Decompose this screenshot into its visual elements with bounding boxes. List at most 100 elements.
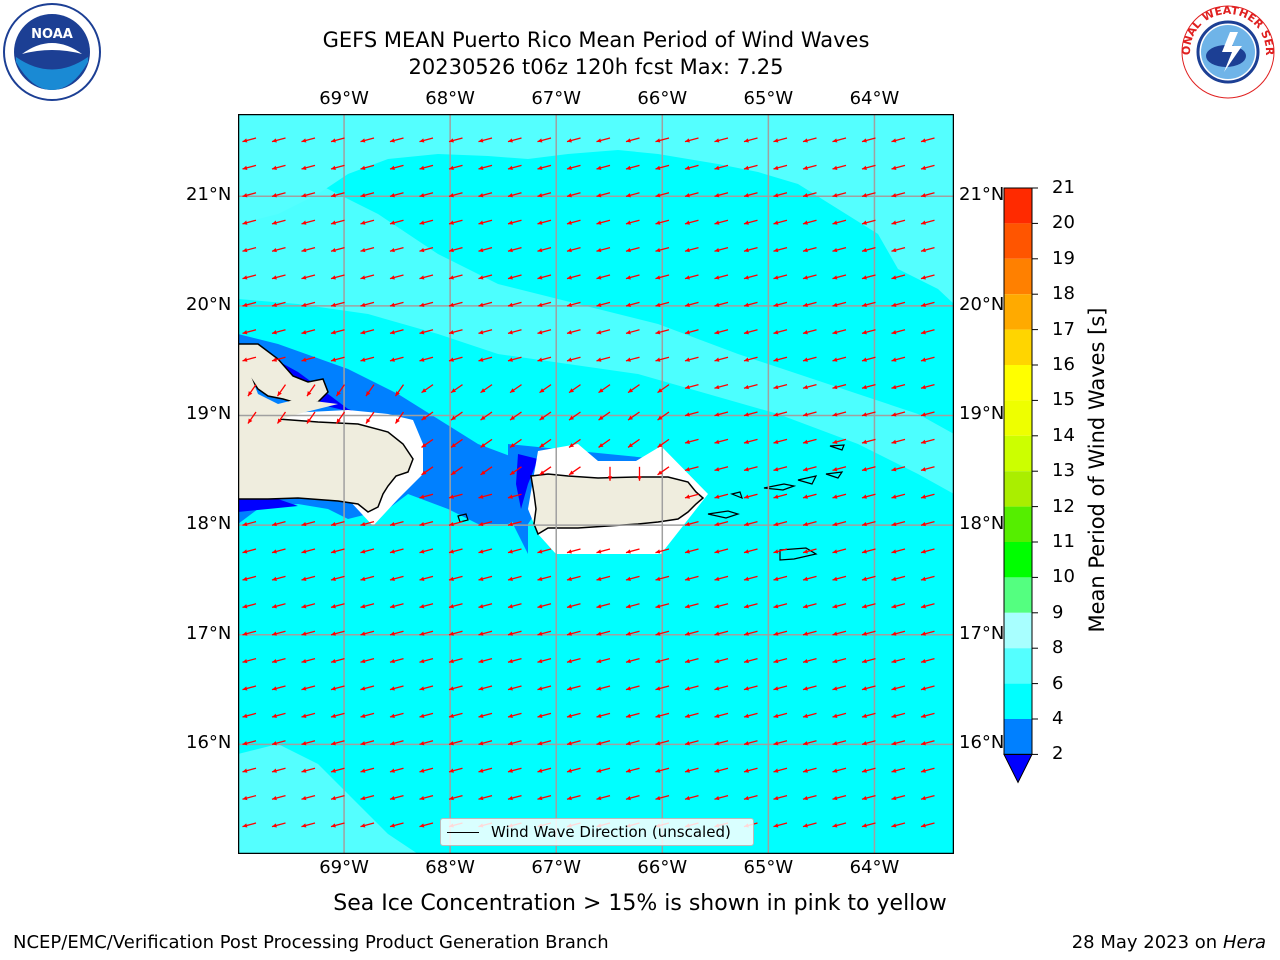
wave-direction-arrow (802, 192, 817, 198)
wave-direction-arrow (596, 246, 611, 253)
wave-direction-arrow (421, 466, 434, 476)
wave-direction-arrow (920, 137, 935, 143)
wave-direction-arrow (566, 356, 581, 362)
wave-direction-arrow (566, 164, 581, 170)
wave-direction-arrow (271, 740, 286, 746)
wave-direction-arrow (507, 164, 522, 170)
lon-label: 66°W (637, 857, 688, 878)
wave-period-map (238, 114, 954, 854)
wave-direction-arrow (920, 438, 935, 444)
wave-direction-arrow (655, 767, 670, 773)
wave-direction-arrow (271, 329, 286, 335)
colorbar-tick-label: 10 (1052, 566, 1075, 588)
wave-direction-arrow (684, 630, 699, 636)
wave-direction-arrow (714, 164, 729, 170)
colorbar-segment (1004, 648, 1032, 684)
wave-direction-arrow (861, 411, 876, 417)
field-region-below2s-b (238, 496, 298, 512)
wave-direction-arrow (360, 822, 375, 828)
wave-direction-arrow (301, 548, 316, 554)
colorbar-tick-label: 4 (1052, 708, 1064, 729)
wave-direction-arrow (625, 712, 640, 718)
wave-direction-arrow (743, 685, 758, 691)
wave-direction-arrow (478, 575, 493, 581)
wave-direction-arrow (507, 630, 522, 636)
wave-direction-arrow (330, 329, 345, 335)
colorbar-label: Mean Period of Wind Waves [s] (1085, 307, 1109, 633)
land-mona (457, 513, 469, 523)
wave-direction-arrow (335, 411, 346, 424)
wave-direction-arrow (625, 301, 640, 307)
wave-direction-arrow (360, 575, 375, 581)
wave-direction-arrow (389, 301, 404, 307)
wave-direction-arrow (832, 712, 847, 718)
wave-direction-arrow (920, 383, 935, 390)
noaa-logo-text: NOAA (31, 27, 73, 42)
wave-direction-arrow (478, 767, 493, 773)
wave-direction-arrow (389, 794, 404, 801)
wave-direction-arrow (861, 794, 876, 801)
wave-direction-arrow (802, 301, 817, 307)
wave-direction-arrow (891, 411, 906, 417)
wave-direction-arrow (743, 192, 758, 198)
wave-direction-arrow (861, 493, 876, 499)
wave-direction-arrow (832, 329, 847, 335)
wave-direction-arrow (684, 685, 699, 691)
land-st-croix (779, 547, 818, 561)
wave-direction-arrow (773, 246, 788, 253)
wave-direction-arrow (301, 137, 316, 143)
wave-direction-arrow (596, 274, 611, 280)
wave-direction-arrow (507, 246, 522, 253)
wave-direction-arrow (537, 657, 552, 664)
wave-direction-arrow (861, 657, 876, 664)
wave-direction-arrow (242, 630, 257, 636)
wave-direction-arrow (598, 411, 611, 421)
wave-direction-arrow (360, 685, 375, 691)
wave-direction-arrow (861, 274, 876, 280)
lon-label: 67°W (531, 857, 582, 878)
wave-direction-arrow (242, 329, 257, 335)
land-puerto-rico (530, 473, 705, 536)
wave-direction-arrow (891, 740, 906, 746)
wave-direction-arrow (627, 438, 640, 448)
wave-direction-arrow (773, 767, 788, 773)
wave-direction-arrow (478, 685, 493, 691)
wave-direction-arrow (301, 329, 316, 335)
wave-direction-arrow (478, 329, 493, 335)
legend-line-swatch (447, 831, 479, 833)
lat-label: 17°N (959, 622, 1005, 644)
noaa-logo: NOAA (2, 2, 102, 102)
wave-direction-arrow (714, 603, 729, 609)
wave-direction-arrow (861, 137, 876, 143)
wave-direction-arrow (773, 520, 788, 527)
wave-direction-arrow (389, 329, 404, 335)
wave-direction-arrow (537, 794, 552, 801)
wave-direction-arrow (596, 657, 611, 664)
wave-direction-arrow (389, 685, 404, 691)
wave-direction-arrow (271, 164, 286, 170)
wave-direction-arrow (891, 685, 906, 691)
wave-direction-arrow (419, 301, 434, 307)
wave-direction-arrow (271, 246, 286, 253)
wave-direction-arrow (832, 657, 847, 664)
wave-direction-arrow (448, 520, 463, 527)
wave-direction-arrow (419, 520, 434, 527)
wave-direction-arrow (478, 794, 493, 801)
wave-direction-arrow (743, 274, 758, 280)
wave-direction-arrow (242, 301, 257, 307)
wave-direction-arrow (684, 219, 699, 225)
wave-direction-arrow (448, 548, 463, 554)
wave-direction-arrow (360, 603, 375, 609)
wave-direction-arrow (773, 712, 788, 718)
wave-direction-arrow (684, 383, 699, 390)
wave-direction-arrow (625, 192, 640, 198)
wave-direction-arrow (655, 630, 670, 636)
wave-direction-arrow (714, 657, 729, 664)
colorbar-segment (1004, 719, 1032, 755)
wave-direction-arrow (891, 493, 906, 499)
lon-label: 69°W (319, 857, 369, 878)
wave-direction-arrow (389, 575, 404, 581)
wave-direction-arrow (625, 356, 640, 362)
lat-label: 17°N (186, 622, 232, 644)
wave-direction-arrow (448, 493, 463, 499)
